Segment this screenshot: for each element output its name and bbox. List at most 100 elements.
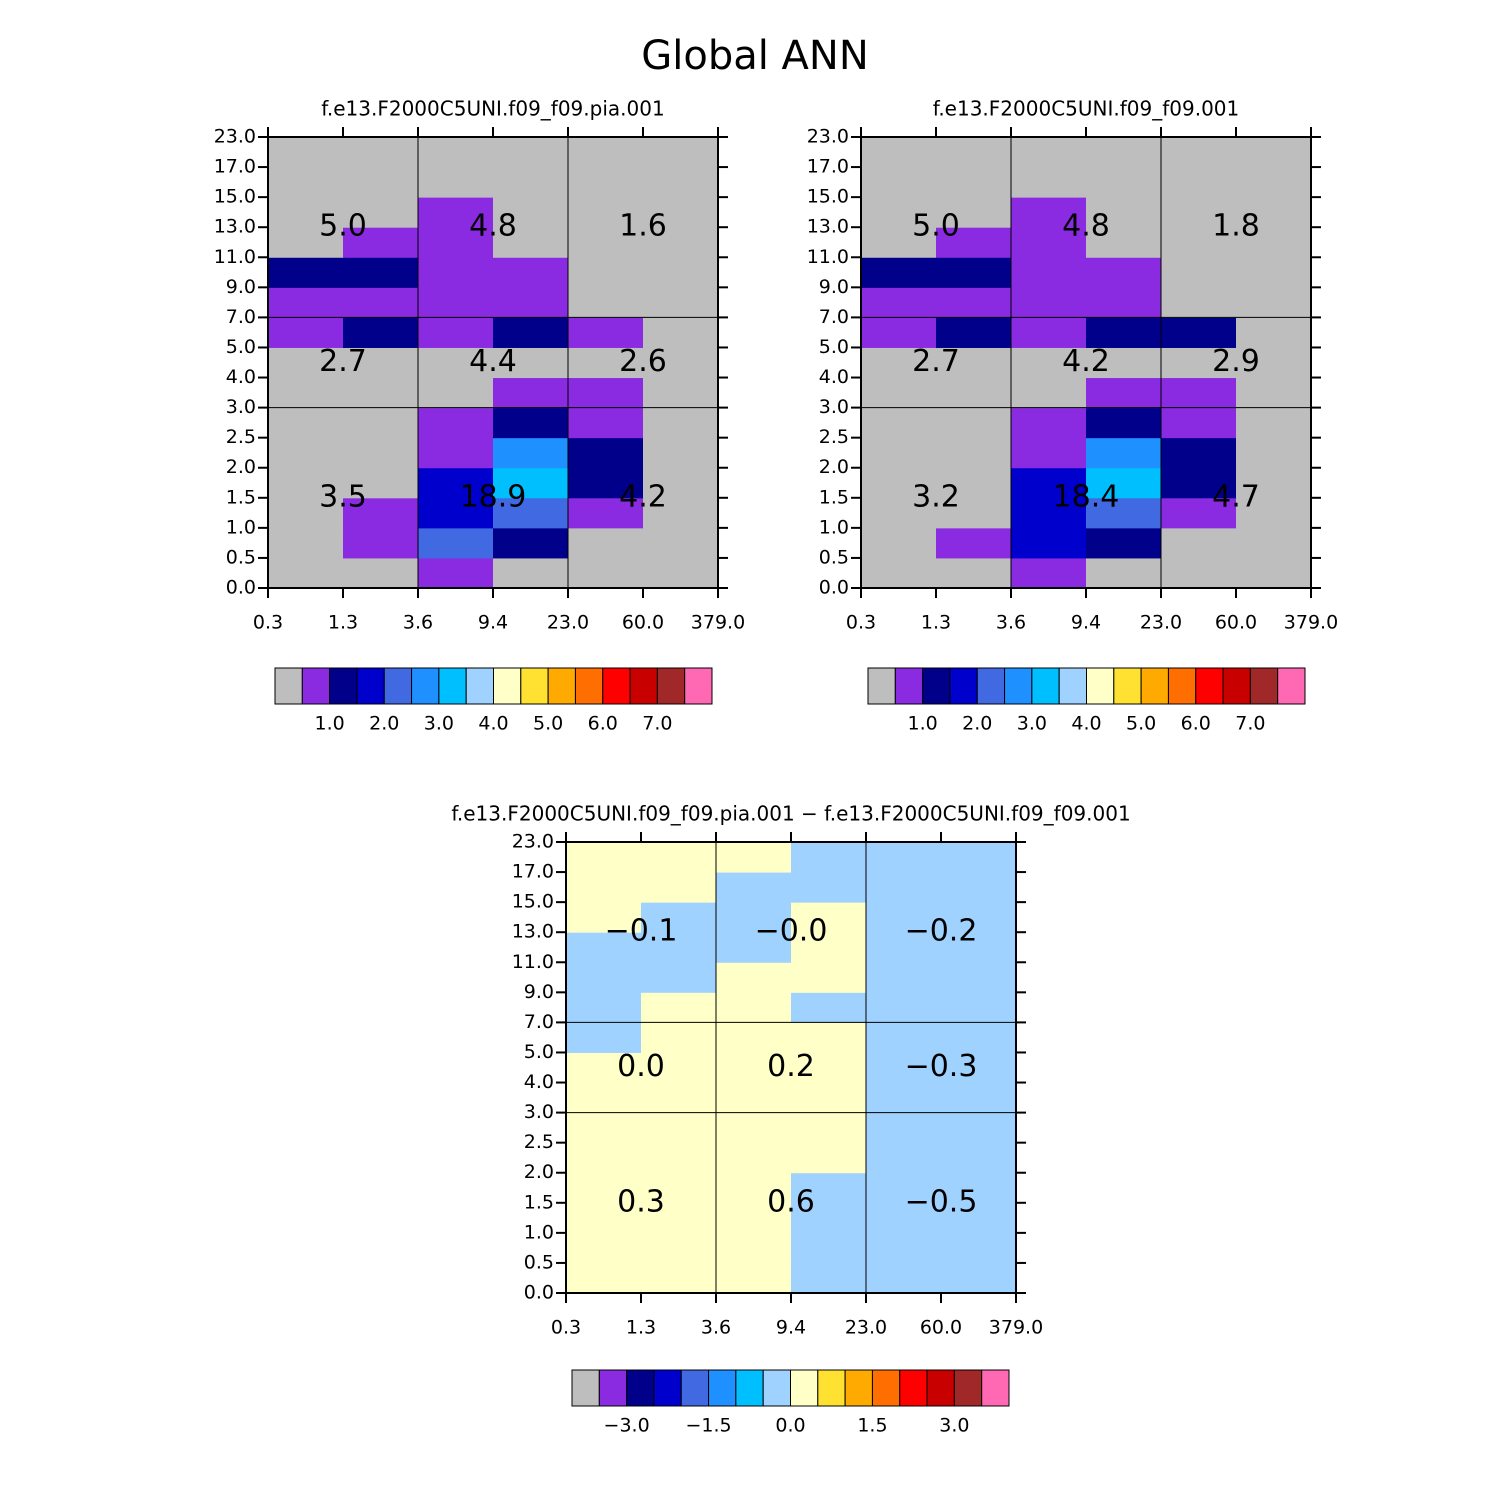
x-tick-label: 0.3: [846, 612, 876, 634]
y-tick-label: 1.0: [226, 516, 256, 538]
cell: [941, 1142, 1017, 1174]
block-annotation: 2.7: [912, 344, 960, 379]
y-tick-label: 17.0: [807, 156, 849, 178]
cell: [1161, 467, 1237, 499]
cell: [936, 347, 1012, 379]
cell: [418, 377, 494, 409]
y-tick-label: 4.0: [524, 1071, 554, 1093]
y-tick-label: 23.0: [214, 126, 256, 148]
cell: [641, 962, 717, 993]
y-tick-label: 5.0: [819, 336, 849, 358]
block-annotation: 3.5: [319, 479, 367, 514]
cell: [861, 557, 937, 589]
cell: [941, 842, 1017, 873]
cell: [866, 1172, 942, 1204]
colorbar-box: [1195, 667, 1224, 705]
cell: [641, 842, 717, 873]
cell: [866, 872, 942, 903]
colorbar-box: [708, 1369, 737, 1407]
cell: [641, 932, 717, 963]
colorbar-box: [790, 1369, 819, 1407]
x-tick-label: 9.4: [776, 1317, 806, 1339]
cell: [716, 842, 792, 873]
cell: [568, 197, 644, 228]
cell: [418, 257, 494, 288]
cell: [493, 287, 569, 318]
x-tick-label: 23.0: [845, 1317, 887, 1339]
block-annotation: −0.5: [905, 1184, 978, 1219]
cell: [1161, 377, 1237, 409]
cell: [343, 137, 419, 168]
block-annotation: −0.1: [605, 914, 678, 949]
cell: [268, 317, 344, 348]
cell: [861, 317, 937, 348]
cell: [941, 1082, 1017, 1114]
cell: [568, 137, 644, 168]
cell: [1236, 377, 1312, 409]
cell: [568, 497, 644, 529]
block-annotation: 2.6: [619, 344, 667, 379]
colorbar-label: 6.0: [588, 713, 618, 735]
y-tick-label: 9.0: [819, 276, 849, 298]
colorbar-box: [571, 1369, 600, 1407]
cell: [1011, 557, 1087, 589]
cell: [1161, 527, 1237, 559]
y-tick-label: 5.0: [524, 1041, 554, 1063]
x-tick-label: 60.0: [1215, 612, 1257, 634]
y-tick-label: 1.5: [524, 1191, 554, 1213]
colorbar-box: [1031, 667, 1060, 705]
cell: [716, 1232, 792, 1264]
cell: [1236, 557, 1312, 589]
y-tick-label: 0.0: [819, 577, 849, 599]
y-tick-label: 0.0: [524, 1282, 554, 1304]
y-tick-label: 13.0: [512, 921, 554, 943]
y-tick-label: 2.5: [226, 426, 256, 448]
cell: [866, 932, 942, 963]
y-tick-label: 15.0: [214, 186, 256, 208]
cell: [493, 497, 569, 529]
block-annotation: 0.3: [617, 1184, 665, 1219]
cell: [941, 962, 1017, 993]
cell: [936, 437, 1012, 469]
cell: [566, 1052, 642, 1084]
y-tick-label: 2.5: [524, 1131, 554, 1153]
cell: [418, 497, 494, 529]
x-tick-label: 9.4: [1071, 612, 1101, 634]
x-tick-label: 0.3: [551, 1317, 581, 1339]
cell: [643, 437, 719, 469]
cell: [343, 407, 419, 439]
x-tick-label: 3.6: [701, 1317, 731, 1339]
cell: [641, 1052, 717, 1084]
colorbar-box: [574, 667, 604, 705]
cell: [861, 347, 937, 379]
block-annotation: 4.8: [1062, 209, 1110, 244]
cell: [643, 377, 719, 409]
cell: [1236, 227, 1312, 258]
cell: [936, 137, 1012, 168]
cell: [643, 257, 719, 288]
cell: [791, 902, 867, 933]
cell: [343, 557, 419, 589]
cell: [343, 377, 419, 409]
cell: [568, 227, 644, 258]
cell: [268, 377, 344, 409]
cell: [716, 1112, 792, 1144]
block-annotation: −0.2: [905, 914, 978, 949]
y-tick-label: 17.0: [214, 156, 256, 178]
colorbar-label: 1.0: [908, 713, 938, 735]
cell: [268, 287, 344, 318]
colorbar-box: [899, 1369, 928, 1407]
colorbar-box: [684, 667, 713, 705]
x-tick-label: 60.0: [622, 612, 664, 634]
y-tick-label: 23.0: [512, 831, 554, 853]
cell: [568, 467, 644, 499]
colorbar-box: [867, 667, 896, 705]
cell: [641, 902, 717, 933]
y-tick-label: 17.0: [512, 861, 554, 883]
cell: [1236, 287, 1312, 318]
cell: [861, 377, 937, 409]
cell: [343, 437, 419, 469]
cell: [791, 1112, 867, 1144]
cell: [1161, 137, 1237, 168]
cell: [418, 527, 494, 559]
